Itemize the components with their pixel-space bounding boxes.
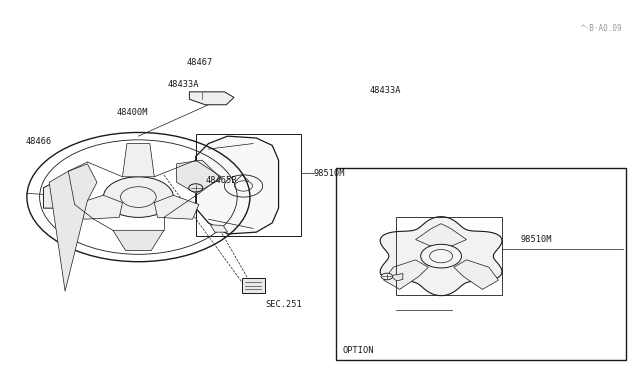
Polygon shape xyxy=(44,182,58,208)
Polygon shape xyxy=(122,144,154,177)
Text: ^·B·A0.09: ^·B·A0.09 xyxy=(581,23,623,32)
Bar xyxy=(396,217,502,295)
Text: 48466: 48466 xyxy=(26,137,52,146)
Polygon shape xyxy=(393,273,403,281)
Text: SEC.251: SEC.251 xyxy=(266,300,303,310)
Polygon shape xyxy=(113,230,164,251)
Polygon shape xyxy=(211,225,228,232)
Text: 48433A: 48433A xyxy=(370,86,401,94)
Bar xyxy=(196,134,301,236)
Text: 98510M: 98510M xyxy=(521,235,552,244)
Polygon shape xyxy=(454,260,499,289)
Polygon shape xyxy=(242,278,264,293)
Bar xyxy=(336,167,626,359)
Circle shape xyxy=(420,244,461,268)
Text: 48400M: 48400M xyxy=(116,108,148,117)
Polygon shape xyxy=(380,217,502,296)
Circle shape xyxy=(103,177,173,217)
Polygon shape xyxy=(384,260,428,289)
Text: 48467: 48467 xyxy=(186,58,212,67)
Circle shape xyxy=(381,273,393,280)
Circle shape xyxy=(189,184,203,192)
Polygon shape xyxy=(49,164,97,291)
Text: 48433A: 48433A xyxy=(167,80,198,89)
Text: OPTION: OPTION xyxy=(342,346,374,355)
Text: 98510M: 98510M xyxy=(314,169,345,177)
Polygon shape xyxy=(189,92,234,105)
Polygon shape xyxy=(177,160,221,193)
Polygon shape xyxy=(154,195,199,219)
Text: 48465B: 48465B xyxy=(205,176,237,185)
Polygon shape xyxy=(415,224,467,249)
Polygon shape xyxy=(75,195,122,219)
Polygon shape xyxy=(196,136,278,234)
